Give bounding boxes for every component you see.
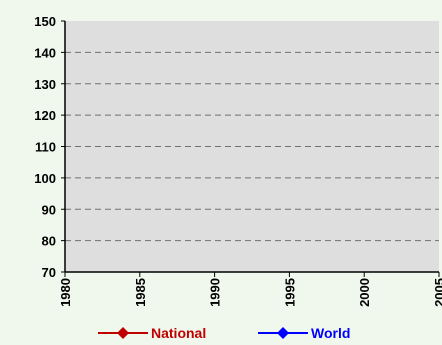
legend: National World [98, 325, 350, 341]
legend-label-world: World [311, 325, 350, 341]
axes [61, 20, 440, 277]
x-tick-label: 1985 [133, 278, 148, 307]
legend-item-world[interactable]: World [258, 325, 350, 341]
legend-marker-world [277, 327, 289, 339]
x-tick-label: 2005 [432, 278, 442, 307]
legend-marker-national [117, 327, 129, 339]
x-tick-label: 1990 [208, 278, 223, 307]
y-tick-label: 120 [34, 108, 56, 123]
x-tick-label: 2000 [357, 278, 372, 307]
y-tick-label: 140 [34, 45, 56, 60]
x-tick-labels: 1980 1985 1990 1995 2000 2005 [58, 278, 442, 307]
y-tick-label: 100 [34, 171, 56, 186]
x-tick-label: 1995 [282, 278, 297, 307]
gridlines [65, 51, 439, 242]
x-tick-label: 1980 [58, 278, 73, 307]
legend-label-national: National [151, 325, 206, 341]
y-tick-label: 110 [35, 140, 56, 155]
y-tick-label: 150 [34, 14, 56, 29]
plot-area [65, 21, 439, 272]
y-tick-label: 70 [42, 265, 56, 280]
y-tick-label: 130 [34, 77, 56, 92]
y-tick-label: 80 [42, 234, 56, 249]
y-tick-labels: 70 80 90 100 110 120 130 140 150 [34, 14, 56, 280]
legend-item-national[interactable]: National [98, 325, 206, 341]
y-tick-label: 90 [42, 202, 56, 217]
